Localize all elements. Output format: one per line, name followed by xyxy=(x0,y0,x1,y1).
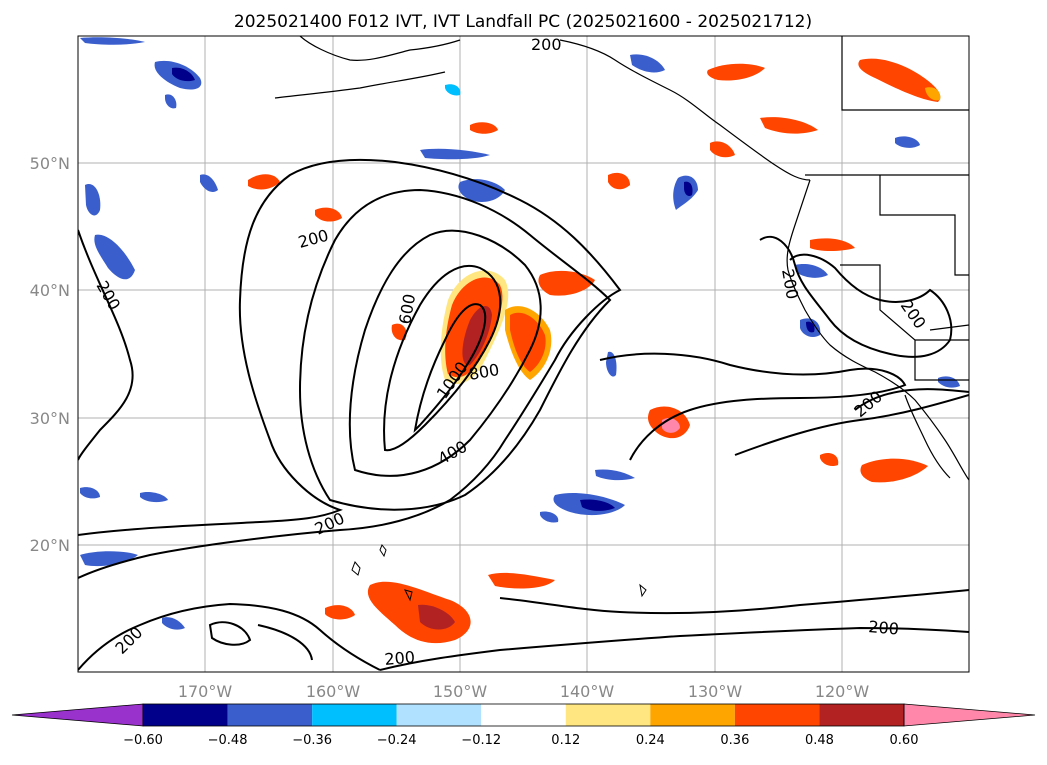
map-frame xyxy=(77,35,970,673)
contour-200-west xyxy=(78,229,134,461)
colorbar-segment xyxy=(312,704,397,726)
lon-label: 150°W xyxy=(433,682,488,701)
colorbar-segment xyxy=(819,704,904,726)
colorbar-tick-label: 0.60 xyxy=(890,733,919,748)
contour-400 xyxy=(298,188,612,511)
colorbar-tick-label: 0.48 xyxy=(805,733,834,748)
coastlines xyxy=(274,36,969,481)
us-west-coast xyxy=(786,179,969,481)
colorbar xyxy=(11,703,1036,727)
ivt-contours xyxy=(78,158,969,671)
contour-800 xyxy=(383,264,502,452)
lat-label: 30°N xyxy=(30,409,70,428)
colorbar-outline xyxy=(142,703,905,727)
colorbar-segment xyxy=(227,704,313,726)
colorbar-segment xyxy=(396,704,482,726)
colorbar-segment xyxy=(565,704,651,726)
colorbar-extension-low xyxy=(11,703,144,727)
colorbar-segment xyxy=(143,704,228,726)
colorbar-segment xyxy=(734,704,820,726)
lat-label: 50°N xyxy=(30,154,70,173)
lat-label: 40°N xyxy=(30,281,70,300)
aleutian-coast xyxy=(299,36,461,61)
colorbar-tick-label: −0.24 xyxy=(377,733,417,748)
islands xyxy=(351,544,647,602)
lon-label: 120°W xyxy=(815,682,870,701)
contour-200-california xyxy=(759,235,953,358)
colorbar-segment xyxy=(481,704,566,726)
lat-label: 20°N xyxy=(30,536,70,555)
latitude-labels: 50°N 40°N 30°N 20°N xyxy=(30,154,70,555)
contour-label: 200 xyxy=(868,617,900,639)
contour-200-south xyxy=(78,602,381,671)
colorbar-tick-label: 0.24 xyxy=(636,733,665,748)
lon-label: 160°W xyxy=(306,682,361,701)
colorbar-tick-label: −0.12 xyxy=(461,733,501,748)
lon-label: 170°W xyxy=(178,682,233,701)
alaska-bc-coast xyxy=(559,39,811,181)
contour-label: 200 xyxy=(384,647,416,669)
lon-label: 130°W xyxy=(688,682,743,701)
colorbar-tick-label: 0.12 xyxy=(551,733,580,748)
lon-label: 140°W xyxy=(560,682,615,701)
colorbar-tick-label: −0.36 xyxy=(292,733,332,748)
pc-negative-shading xyxy=(80,37,960,630)
longitude-labels: 170°W 160°W 150°W 140°W 130°W 120°W xyxy=(178,682,870,701)
contour-200-east xyxy=(599,352,907,461)
colorbar-segment xyxy=(650,704,735,726)
colorbar-tick-label: −0.48 xyxy=(208,733,248,748)
colorbar-tick-label: −0.60 xyxy=(123,733,163,748)
contour-600 xyxy=(348,229,542,477)
contour-200-main xyxy=(78,158,622,579)
colorbar-ticks: −0.60 −0.48 −0.36 −0.24 −0.12 0.12 0.24 … xyxy=(123,733,918,748)
map-title: 2025021400 F012 IVT, IVT Landfall PC (20… xyxy=(234,12,812,32)
contour-1000 xyxy=(413,303,487,433)
colorbar-tick-label: 0.36 xyxy=(720,733,749,748)
contour-label: 200 xyxy=(531,35,562,54)
colorbar-extension-high xyxy=(903,703,1036,727)
